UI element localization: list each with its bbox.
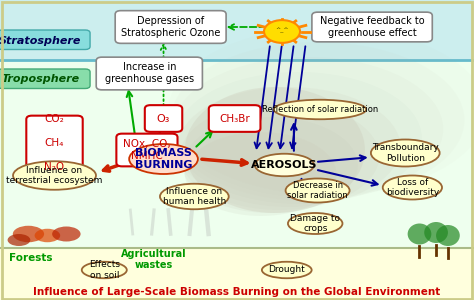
Text: Negative feedback to
greenhouse effect: Negative feedback to greenhouse effect bbox=[320, 16, 424, 38]
Text: BIOMASS
BURNING: BIOMASS BURNING bbox=[135, 148, 192, 170]
FancyBboxPatch shape bbox=[312, 12, 432, 42]
Ellipse shape bbox=[178, 87, 401, 207]
FancyBboxPatch shape bbox=[96, 57, 202, 90]
Text: Influence on
human health: Influence on human health bbox=[163, 187, 226, 206]
Text: Damage to
crops: Damage to crops bbox=[290, 214, 340, 233]
FancyBboxPatch shape bbox=[27, 116, 82, 169]
Text: CH₃Br: CH₃Br bbox=[219, 113, 250, 124]
Text: Effects
on soil: Effects on soil bbox=[89, 260, 120, 280]
Text: Forests: Forests bbox=[9, 253, 53, 263]
Ellipse shape bbox=[274, 100, 366, 119]
Ellipse shape bbox=[371, 140, 439, 166]
FancyBboxPatch shape bbox=[0, 69, 90, 88]
Text: CO₂

CH₄

N₂O: CO₂ CH₄ N₂O bbox=[45, 113, 64, 172]
Text: Increase in
greenhouse gases: Increase in greenhouse gases bbox=[105, 62, 194, 85]
Ellipse shape bbox=[262, 262, 311, 278]
Circle shape bbox=[264, 20, 300, 43]
Ellipse shape bbox=[436, 225, 460, 246]
Ellipse shape bbox=[185, 87, 365, 213]
FancyBboxPatch shape bbox=[0, 30, 90, 50]
Ellipse shape bbox=[255, 154, 314, 176]
Text: Decrease in
solar radiation: Decrease in solar radiation bbox=[287, 181, 348, 200]
Ellipse shape bbox=[383, 176, 442, 200]
Ellipse shape bbox=[160, 184, 228, 209]
FancyBboxPatch shape bbox=[0, 248, 474, 300]
FancyBboxPatch shape bbox=[115, 11, 226, 43]
Text: O₃: O₃ bbox=[157, 113, 170, 124]
Text: Agricultural
wastes: Agricultural wastes bbox=[121, 249, 187, 270]
FancyBboxPatch shape bbox=[0, 0, 474, 60]
Text: Drought: Drought bbox=[268, 266, 305, 274]
Ellipse shape bbox=[52, 226, 81, 242]
FancyBboxPatch shape bbox=[0, 60, 474, 248]
Ellipse shape bbox=[180, 102, 379, 210]
Text: ^_^: ^_^ bbox=[275, 27, 289, 33]
Text: Influence on
terrestrial ecosystem: Influence on terrestrial ecosystem bbox=[6, 166, 103, 185]
Text: Influence of Large-Scale Biomass Burning on the Global Environment: Influence of Large-Scale Biomass Burning… bbox=[33, 286, 441, 297]
FancyBboxPatch shape bbox=[209, 105, 261, 132]
Ellipse shape bbox=[285, 178, 350, 203]
Text: NOx, CO,
NMHC: NOx, CO, NMHC bbox=[123, 139, 171, 161]
Ellipse shape bbox=[129, 144, 198, 174]
Ellipse shape bbox=[35, 229, 60, 242]
Text: Transboundary
Pollution: Transboundary Pollution bbox=[372, 143, 438, 163]
Ellipse shape bbox=[8, 234, 30, 246]
Text: Reflection of solar radiation: Reflection of solar radiation bbox=[262, 105, 378, 114]
FancyBboxPatch shape bbox=[145, 105, 182, 132]
Ellipse shape bbox=[13, 161, 96, 190]
Ellipse shape bbox=[175, 72, 422, 204]
Text: Stratosphere: Stratosphere bbox=[0, 35, 82, 46]
Text: Depression of
Stratospheric Ozone: Depression of Stratospheric Ozone bbox=[121, 16, 220, 38]
Ellipse shape bbox=[13, 226, 44, 242]
Ellipse shape bbox=[408, 224, 431, 244]
Text: Loss of
biodiversity: Loss of biodiversity bbox=[386, 178, 439, 197]
Ellipse shape bbox=[424, 222, 448, 243]
Text: Troposphere: Troposphere bbox=[1, 74, 79, 85]
Ellipse shape bbox=[173, 57, 443, 201]
Text: AEROSOLS: AEROSOLS bbox=[251, 160, 318, 170]
Ellipse shape bbox=[185, 132, 337, 216]
FancyBboxPatch shape bbox=[117, 134, 177, 166]
Ellipse shape bbox=[182, 117, 358, 213]
Ellipse shape bbox=[82, 262, 127, 278]
Ellipse shape bbox=[288, 213, 343, 234]
